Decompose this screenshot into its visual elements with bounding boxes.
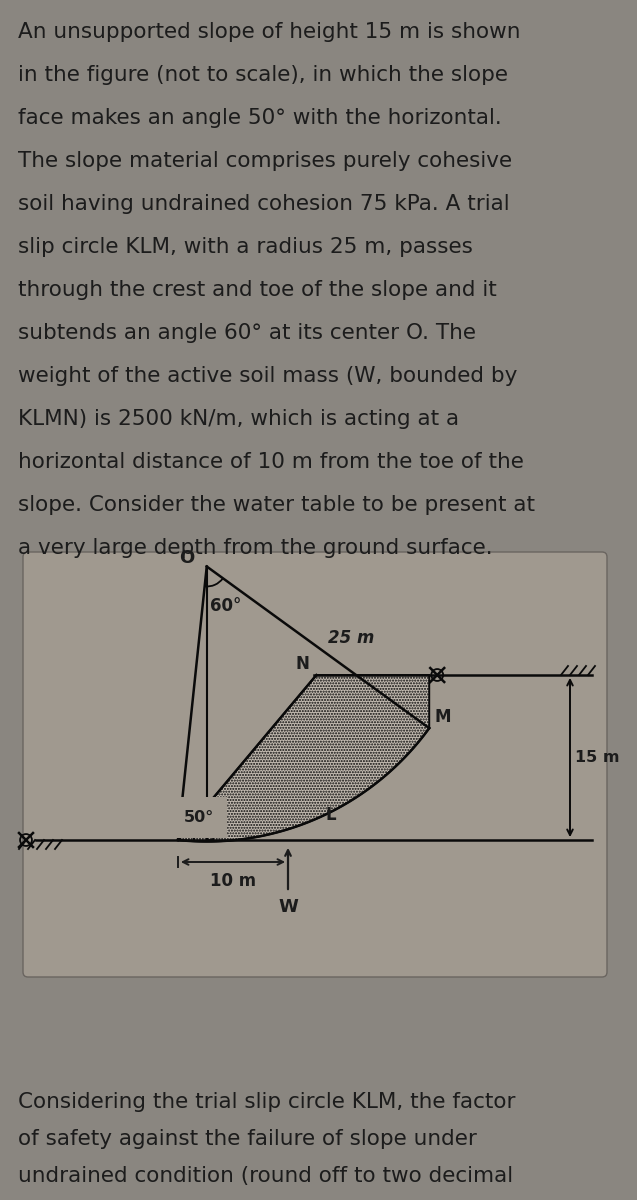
Text: L: L <box>326 805 336 823</box>
Text: horizontal distance of 10 m from the toe of the: horizontal distance of 10 m from the toe… <box>18 452 524 472</box>
Text: 10 m: 10 m <box>210 872 256 890</box>
Text: KLMN) is 2500 kN/m, which is acting at a: KLMN) is 2500 kN/m, which is acting at a <box>18 409 459 428</box>
Text: 15 m: 15 m <box>575 750 620 766</box>
Text: The slope material comprises purely cohesive: The slope material comprises purely cohe… <box>18 151 512 170</box>
Text: 25 m: 25 m <box>329 629 375 647</box>
Text: M: M <box>434 708 451 726</box>
Text: slope. Consider the water table to be present at: slope. Consider the water table to be pr… <box>18 494 535 515</box>
Text: undrained condition (round off to two decimal: undrained condition (round off to two de… <box>18 1166 513 1186</box>
Polygon shape <box>178 674 429 841</box>
Text: K: K <box>175 818 188 836</box>
FancyBboxPatch shape <box>23 552 607 977</box>
Text: a very large depth from the ground surface.: a very large depth from the ground surfa… <box>18 538 492 558</box>
Text: An unsupported slope of height 15 m is shown: An unsupported slope of height 15 m is s… <box>18 22 520 42</box>
Text: subtends an angle 60° at its center O. The: subtends an angle 60° at its center O. T… <box>18 323 476 343</box>
Text: face makes an angle 50° with the horizontal.: face makes an angle 50° with the horizon… <box>18 108 502 128</box>
Text: W: W <box>278 898 298 916</box>
Text: Considering the trial slip circle KLM, the factor: Considering the trial slip circle KLM, t… <box>18 1092 515 1112</box>
Text: N: N <box>296 655 310 673</box>
Text: 50°: 50° <box>184 810 214 826</box>
Text: slip circle KLM, with a radius 25 m, passes: slip circle KLM, with a radius 25 m, pas… <box>18 236 473 257</box>
Text: in the figure (not to scale), in which the slope: in the figure (not to scale), in which t… <box>18 65 508 85</box>
Text: through the crest and toe of the slope and it: through the crest and toe of the slope a… <box>18 280 497 300</box>
Text: weight of the active soil mass (W, bounded by: weight of the active soil mass (W, bound… <box>18 366 517 386</box>
Text: soil having undrained cohesion 75 kPa. A trial: soil having undrained cohesion 75 kPa. A… <box>18 194 510 214</box>
Text: 60°: 60° <box>210 598 241 616</box>
Text: O: O <box>180 548 195 566</box>
Text: of safety against the failure of slope under: of safety against the failure of slope u… <box>18 1129 477 1150</box>
